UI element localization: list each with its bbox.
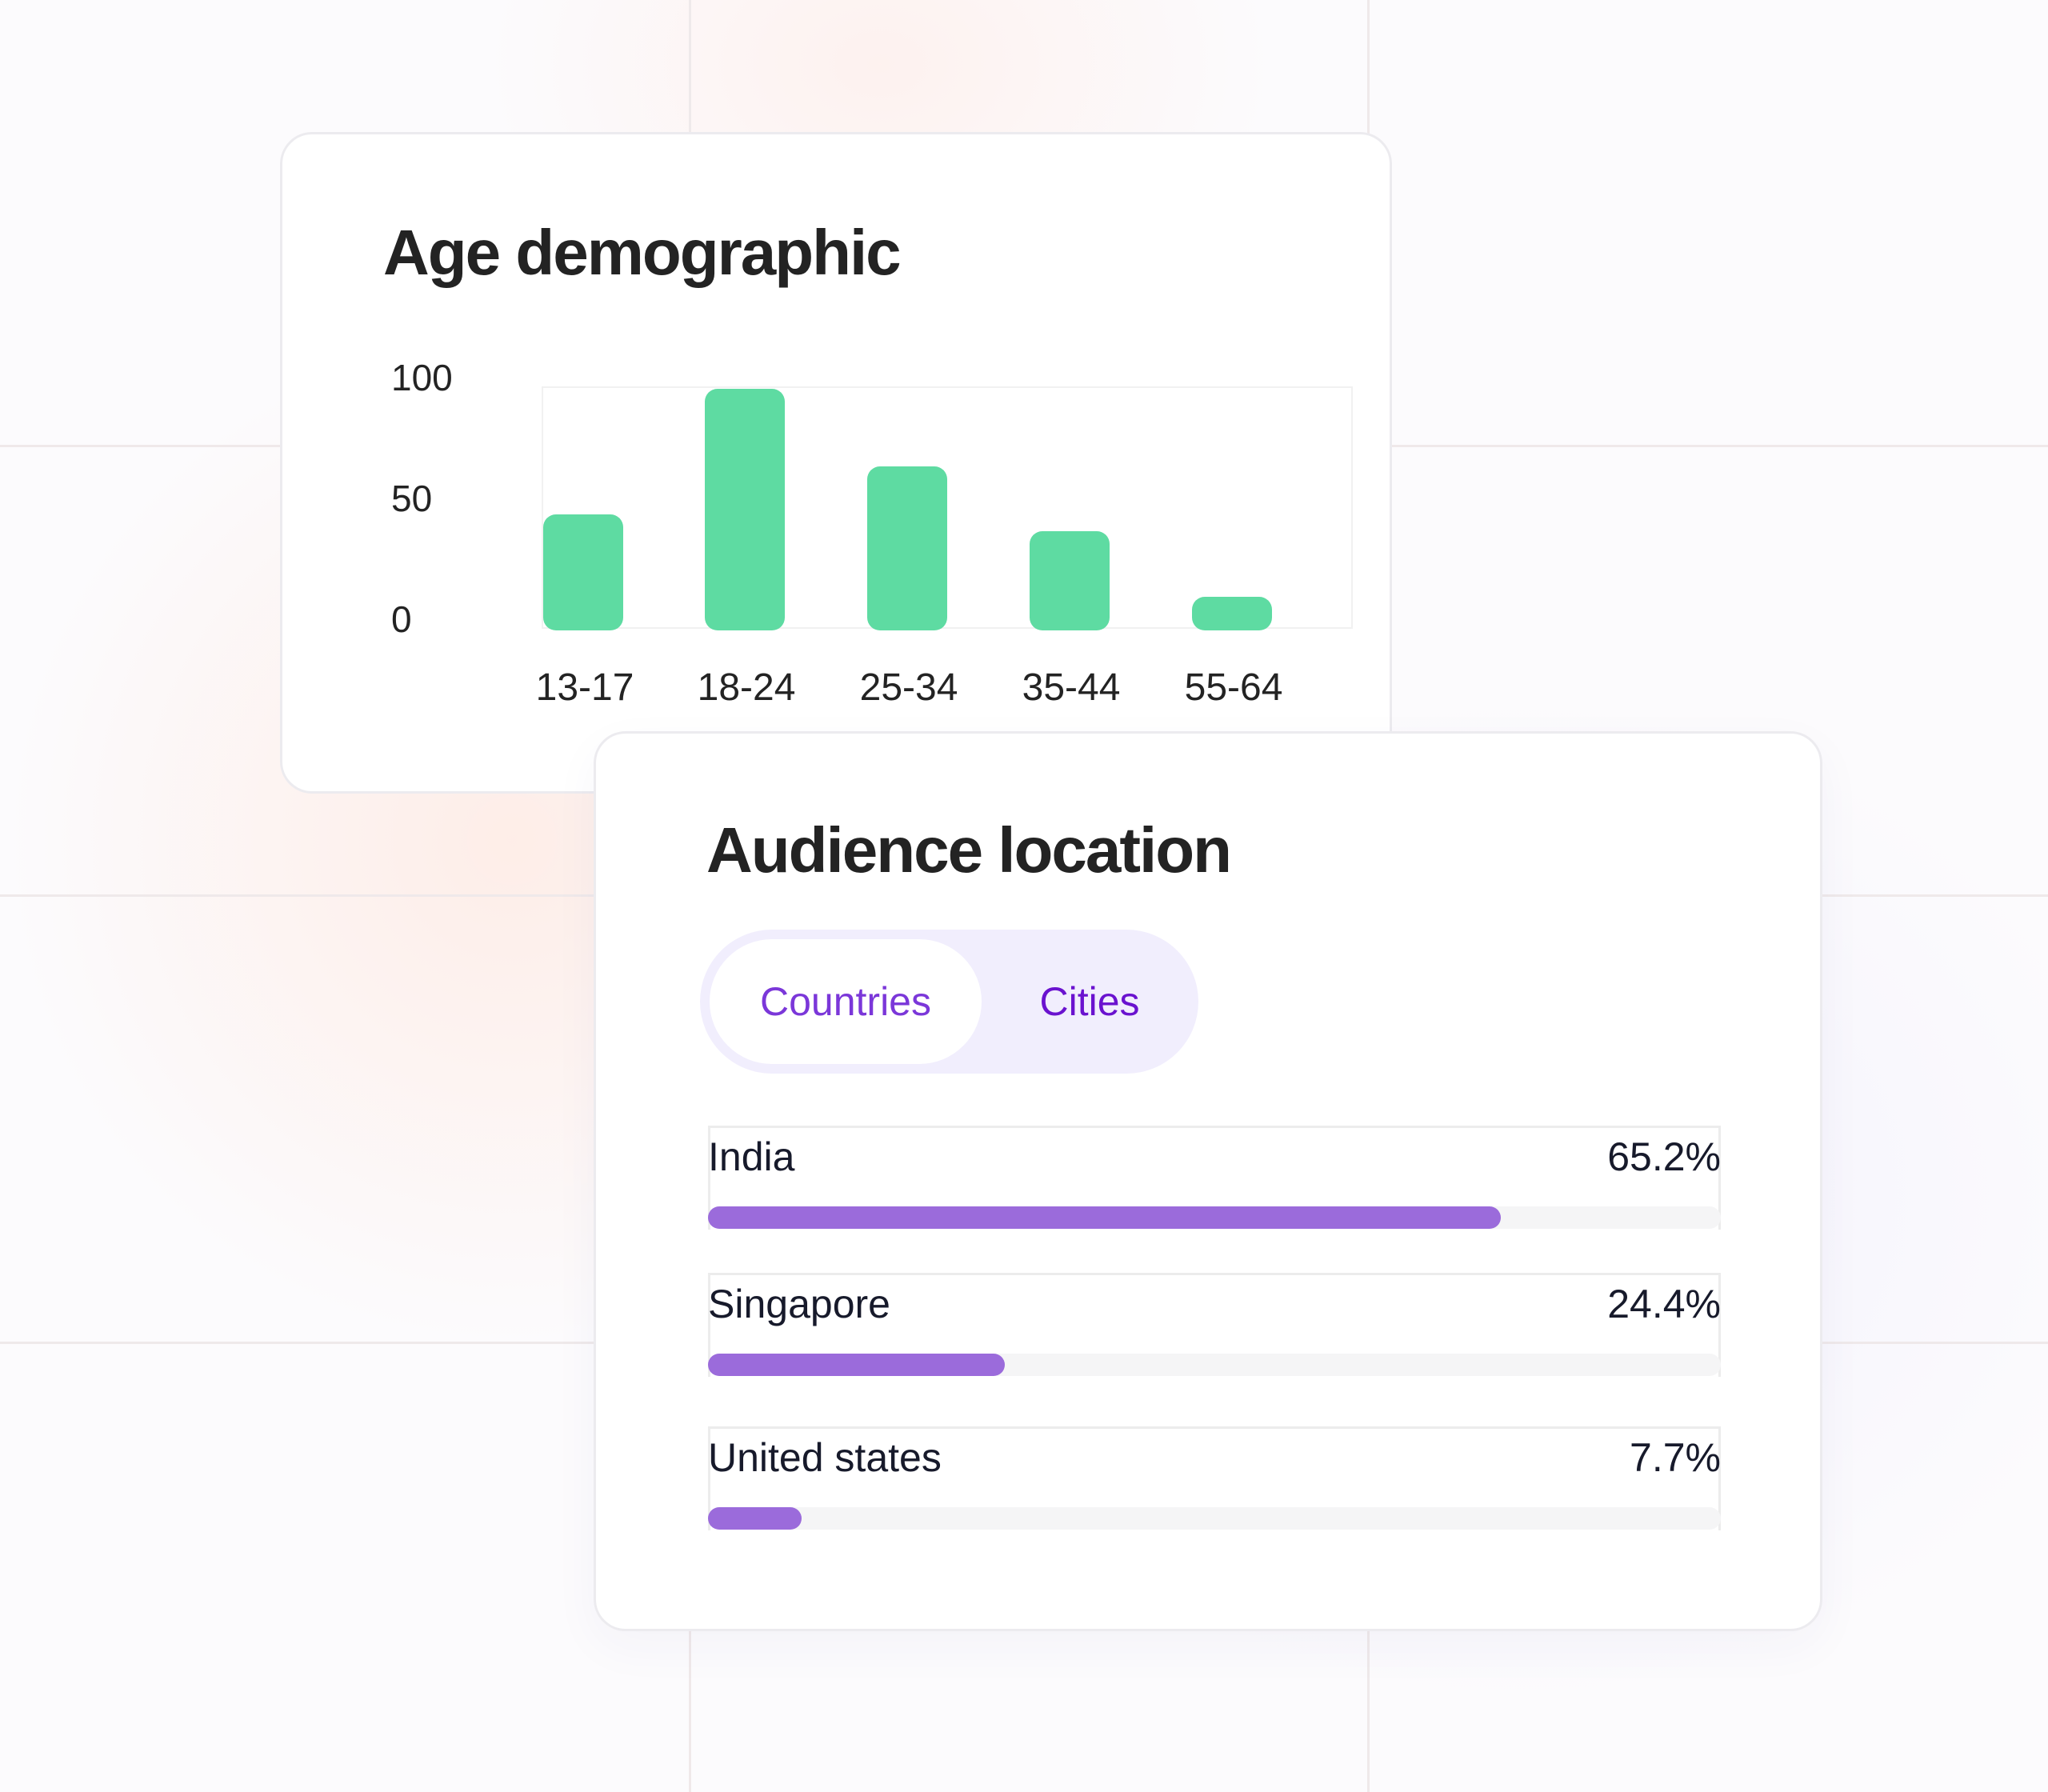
location-tab-group: Countries Cities	[700, 930, 1198, 1074]
tab-countries[interactable]: Countries	[710, 939, 982, 1064]
bar-35-44	[1030, 531, 1110, 630]
location-name: Singapore	[708, 1282, 890, 1326]
progress-track	[708, 1354, 1721, 1376]
x-tick-label: 55-64	[1184, 666, 1283, 709]
x-tick-label: 13-17	[535, 666, 634, 709]
y-tick-label: 100	[391, 357, 453, 398]
y-tick-label: 0	[391, 598, 412, 640]
location-name: India	[708, 1134, 795, 1179]
audience-location-card: Audience location Countries Cities India…	[594, 731, 1822, 1631]
bar-18-24	[705, 389, 785, 630]
x-tick-label: 18-24	[697, 666, 796, 709]
y-tick-label: 50	[391, 477, 433, 519]
location-percent: 65.2%	[1607, 1134, 1721, 1179]
chart-plot-area	[542, 386, 1353, 629]
x-tick-label: 25-34	[859, 666, 958, 709]
age-demographic-title: Age demographic	[383, 217, 902, 288]
tab-cities[interactable]: Cities	[1039, 979, 1140, 1024]
location-name: United states	[708, 1435, 942, 1480]
progress-fill	[708, 1507, 802, 1530]
age-demographic-card: Age demographic 100 50 0 13-17 18-24 25-34 35…	[280, 132, 1392, 794]
bar-25-34	[867, 466, 947, 630]
bar-55-64	[1192, 596, 1272, 630]
location-percent: 24.4%	[1607, 1282, 1721, 1326]
x-tick-label: 35-44	[1022, 666, 1121, 709]
location-row-india: India 65.2%	[708, 1126, 1721, 1230]
location-row-singapore: Singapore 24.4%	[708, 1273, 1721, 1377]
audience-location-title: Audience location	[706, 814, 1232, 886]
progress-track	[708, 1206, 1721, 1229]
progress-fill	[708, 1354, 1005, 1376]
progress-track	[708, 1507, 1721, 1530]
progress-fill	[708, 1206, 1501, 1229]
location-row-united-states: United states 7.7%	[708, 1426, 1721, 1530]
location-percent: 7.7%	[1630, 1435, 1721, 1480]
bar-13-17	[543, 514, 623, 630]
